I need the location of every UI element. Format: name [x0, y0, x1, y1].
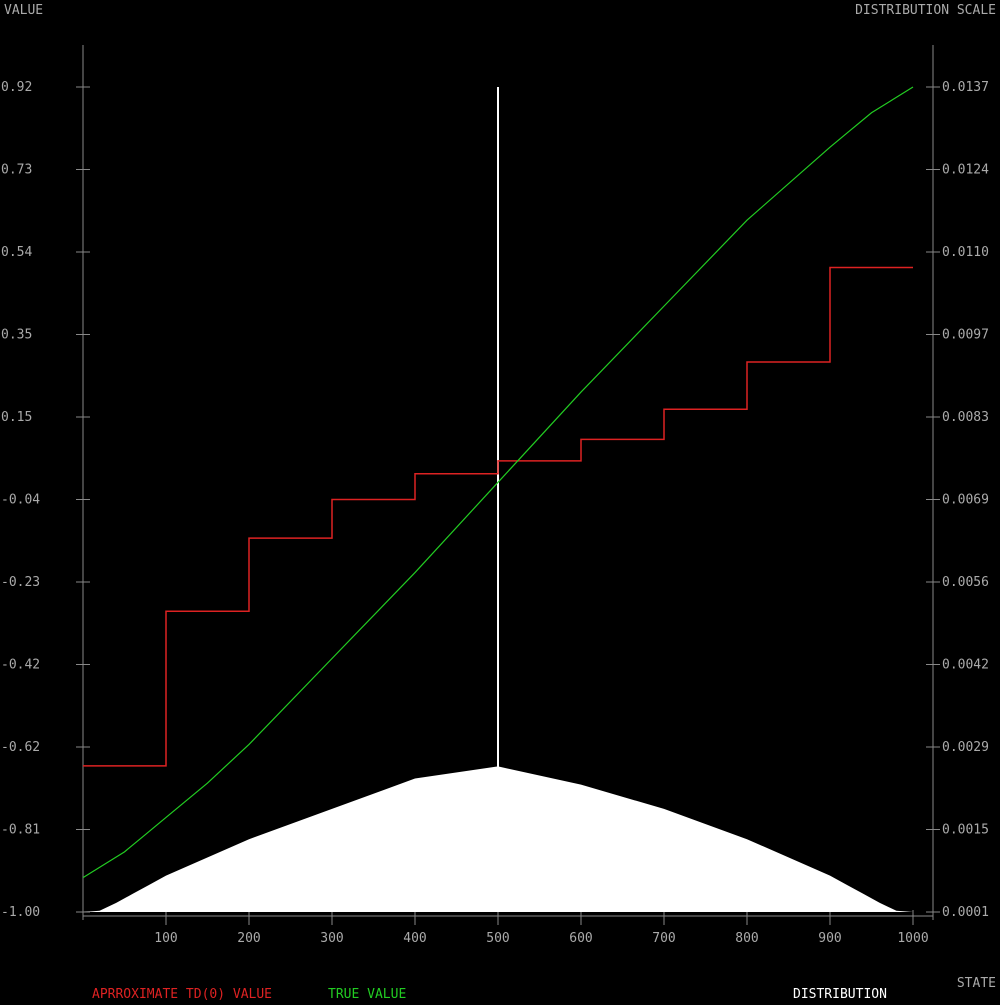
y-left-tick-label: -0.04 [1, 493, 40, 508]
y-right-tick-label: 0.0097 [942, 328, 989, 343]
approx-td-value-line [83, 266, 913, 767]
y-left-tick-label: 0.92 [1, 80, 32, 95]
y-left-tick-label: 0.35 [1, 328, 32, 343]
x-tick-label: 300 [320, 931, 343, 946]
x-tick-label: 100 [154, 931, 177, 946]
y-left-tick-label: -1.00 [1, 905, 40, 920]
x-tick-label: 500 [486, 931, 509, 946]
x-tick-label: 600 [569, 931, 592, 946]
x-tick-label: 1000 [897, 931, 928, 946]
y-right-tick-label: 0.0083 [942, 410, 989, 425]
y-left-tick-label: 0.54 [1, 245, 32, 260]
legend-true: TRUE VALUE [328, 987, 406, 1000]
legend: APRROXIMATE TD(0) VALUE TRUE VALUE DISTR… [92, 987, 887, 1002]
y-right-tick-label: 0.0137 [942, 80, 989, 95]
y-right-tick-label: 0.0001 [942, 905, 989, 920]
y-right-tick-label: 0.0015 [942, 823, 989, 838]
y-right-ticks: 0.0137 0.0124 0.0110 0.0097 0.0083 0.0069 0.00… [926, 80, 989, 920]
y-right-tick-label: 0.0029 [942, 740, 989, 755]
y-left-tick-label: -0.42 [1, 658, 40, 673]
y-left-tick-label: -0.23 [1, 575, 40, 590]
y-left-tick-label: 0.15 [1, 410, 32, 425]
y-right-tick-label: 0.0056 [942, 575, 989, 590]
x-axis-label: STATE [957, 976, 996, 991]
y-right-axis-label: DISTRIBUTION SCALE [855, 3, 996, 18]
y-left-ticks: 0.92 0.73 0.54 0.35 0.15 -0.04 -0.23 -0.42 -0.62… [1, 80, 90, 920]
y-left-tick-label: -0.62 [1, 740, 40, 755]
true-value-line [82, 86, 914, 879]
x-tick-label: 400 [403, 931, 426, 946]
x-tick-label: 900 [818, 931, 841, 946]
x-tick-label: 800 [735, 931, 758, 946]
y-right-tick-label: 0.0110 [942, 245, 989, 260]
y-right-tick-label: 0.0124 [942, 163, 989, 178]
y-left-tick-label: 0.73 [1, 163, 32, 178]
y-left-axis-label: VALUE [4, 3, 43, 18]
legend-distribution: DISTRIBUTION [793, 987, 887, 1000]
y-right-tick-label: 0.0042 [942, 658, 989, 673]
x-tick-label: 200 [237, 931, 260, 946]
y-left-tick-label: -0.81 [1, 823, 40, 838]
x-ticks: 100 200 300 400 500 600 700 800 900 1000 [154, 910, 929, 946]
legend-approx: APRROXIMATE TD(0) VALUE [92, 987, 272, 1000]
y-right-tick-label: 0.0069 [942, 493, 989, 508]
x-tick-label: 700 [652, 931, 675, 946]
